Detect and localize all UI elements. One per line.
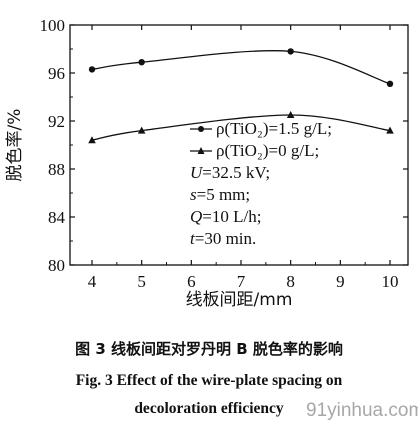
series-2-point	[137, 126, 146, 134]
x-axis-label: 线板间距/mm	[186, 290, 293, 310]
x-tick-label: 10	[382, 272, 399, 291]
caption-english-line1: Fig. 3 Effect of the wire-plate spacing …	[75, 372, 343, 389]
series-1-point	[88, 66, 96, 73]
condition-annotation: s=5 mm;	[190, 185, 250, 204]
condition-annotation: U=32.5 kV;	[190, 163, 270, 182]
chart: 4 5 6 7 8 9 10 80 84 88 92 96 100 线板间距/mm 脱色率/% ρ(TiO₂)…	[5, 16, 409, 310]
watermark: 91yinhua.com	[306, 400, 418, 421]
series-2-line	[91, 114, 391, 141]
series-1-line	[91, 50, 391, 85]
condition-value: =30 min.	[195, 229, 257, 248]
condition-value: =10 L/h;	[202, 207, 261, 226]
x-tick-label: 8	[286, 272, 295, 291]
y-axis-label: 脱色率/%	[5, 109, 25, 182]
series-2-point	[88, 136, 96, 144]
x-tick-label: 5	[137, 272, 146, 291]
condition-annotation: t=30 min.	[190, 229, 256, 248]
y-tick-label: 96	[48, 64, 65, 83]
x-tick-label: 7	[237, 272, 246, 291]
series-1-point	[138, 59, 145, 66]
y-tick-label: 92	[48, 112, 65, 131]
series-1-point	[386, 80, 394, 88]
legend-marker-triangle	[197, 147, 205, 154]
caption-chinese: 图 3 线板间距对罗丹明 B 脱色率的影响	[75, 340, 343, 358]
x-tick-label: 9	[336, 272, 345, 291]
series-2-point	[286, 111, 295, 118]
condition-variable: Q	[190, 207, 202, 226]
condition-value: =5 mm;	[197, 185, 251, 204]
series-1-point	[287, 48, 294, 55]
y-tick-label: 80	[48, 256, 65, 275]
legend-label: ρ(TiO₂)=0 g/L;	[216, 141, 319, 160]
condition-variable: t	[190, 229, 196, 248]
y-tick-label: 88	[48, 160, 65, 179]
y-tick-label: 100	[40, 16, 66, 35]
y-tick-label: 84	[48, 208, 66, 227]
caption-english-line2: decoloration efficiency	[134, 400, 284, 417]
x-tick-label: 4	[88, 272, 97, 291]
condition-annotation: Q=10 L/h;	[190, 207, 261, 226]
condition-variable: s	[190, 185, 197, 204]
series-2-point	[386, 126, 394, 134]
x-tick-label: 6	[187, 272, 196, 291]
condition-value: =32.5 kV;	[202, 163, 270, 182]
condition-variable: U	[190, 163, 204, 182]
legend-marker-circle	[198, 126, 204, 132]
legend-label: ρ(TiO₂)=1.5 g/L;	[216, 119, 332, 138]
